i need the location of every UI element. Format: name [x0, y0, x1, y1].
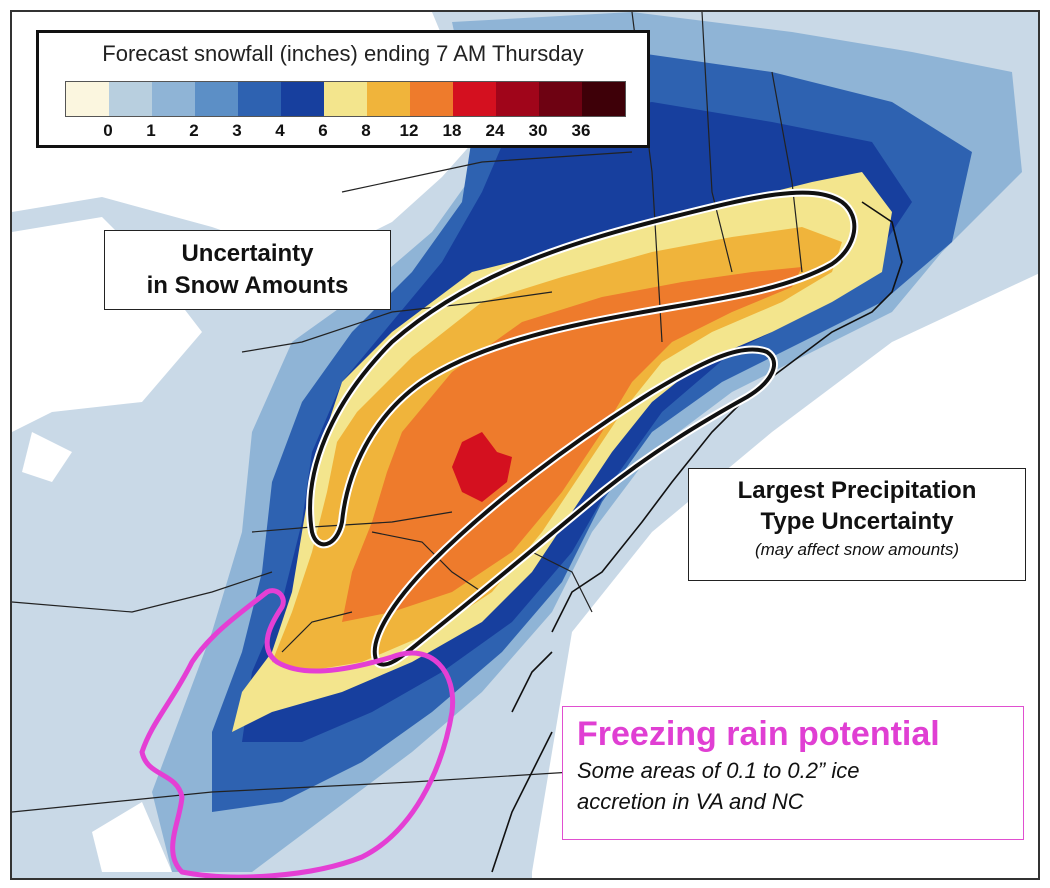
legend-color-scale: [65, 81, 626, 117]
legend-tick: 3: [232, 121, 242, 140]
lake-patch: [22, 432, 72, 482]
ptype-uncertainty-outline: [372, 347, 777, 667]
legend-title: Forecast snowfall (inches) ending 7 AM T…: [102, 41, 584, 66]
freezing-rain-title: Freezing rain potential: [577, 715, 940, 753]
legend-swatch: [539, 82, 582, 116]
legend-tick: 24: [485, 121, 505, 140]
legend-swatch: [109, 82, 152, 116]
legend-swatch: [238, 82, 281, 116]
legend-tick-labels: 0 1 2 3 4 6 8 12 18 24 30 36: [65, 121, 625, 143]
white-patch-south: [92, 802, 172, 872]
snow-band-24in: [452, 432, 512, 502]
legend-tick: 30: [528, 121, 548, 140]
freezing-rain-body-2: accretion in VA and NC: [577, 789, 804, 814]
legend-swatch: [496, 82, 539, 116]
ptype-note: (may affect snow amounts): [754, 540, 960, 559]
snow-uncertainty-line-2: in Snow Amounts: [146, 272, 349, 299]
legend-tick: 2: [189, 121, 199, 140]
legend: Forecast snowfall (inches) ending 7 AM T…: [36, 30, 650, 148]
snow-uncertainty-outline: [308, 190, 857, 547]
legend-tick: 4: [275, 121, 285, 140]
snow-uncertainty-label: Uncertainty in Snow Amounts: [104, 230, 391, 310]
snow-uncertainty-line-1: Uncertainty: [181, 240, 314, 267]
freezing-rain-label: Freezing rain potential Some areas of 0.…: [562, 706, 1024, 840]
legend-swatch: [410, 82, 453, 116]
uncertainty-outlines: [306, 188, 859, 669]
state-boundaries: [12, 12, 803, 813]
legend-swatch: [195, 82, 238, 116]
legend-swatch: [582, 82, 625, 116]
legend-swatch: [66, 82, 109, 116]
freezing-rain-outline: [139, 588, 456, 878]
legend-tick: 12: [399, 121, 419, 140]
legend-tick: 1: [146, 121, 156, 140]
legend-swatch: [324, 82, 367, 116]
legend-tick: 36: [571, 121, 591, 140]
legend-tick: 6: [318, 121, 328, 140]
legend-swatch: [367, 82, 410, 116]
legend-swatch: [152, 82, 195, 116]
forecast-map: Forecast snowfall (inches) ending 7 AM T…: [10, 10, 1040, 880]
freezing-rain-body-1: Some areas of 0.1 to 0.2” ice: [577, 758, 860, 783]
ptype-line-2: Type Uncertainty: [760, 508, 954, 535]
ptype-line-1: Largest Precipitation: [737, 477, 977, 504]
ptype-uncertainty-label: Largest Precipitation Type Uncertainty (…: [688, 468, 1026, 581]
legend-tick: 18: [442, 121, 462, 140]
legend-swatch: [281, 82, 324, 116]
legend-tick: 0: [103, 121, 113, 140]
legend-swatch: [453, 82, 496, 116]
legend-tick: 8: [361, 121, 371, 140]
